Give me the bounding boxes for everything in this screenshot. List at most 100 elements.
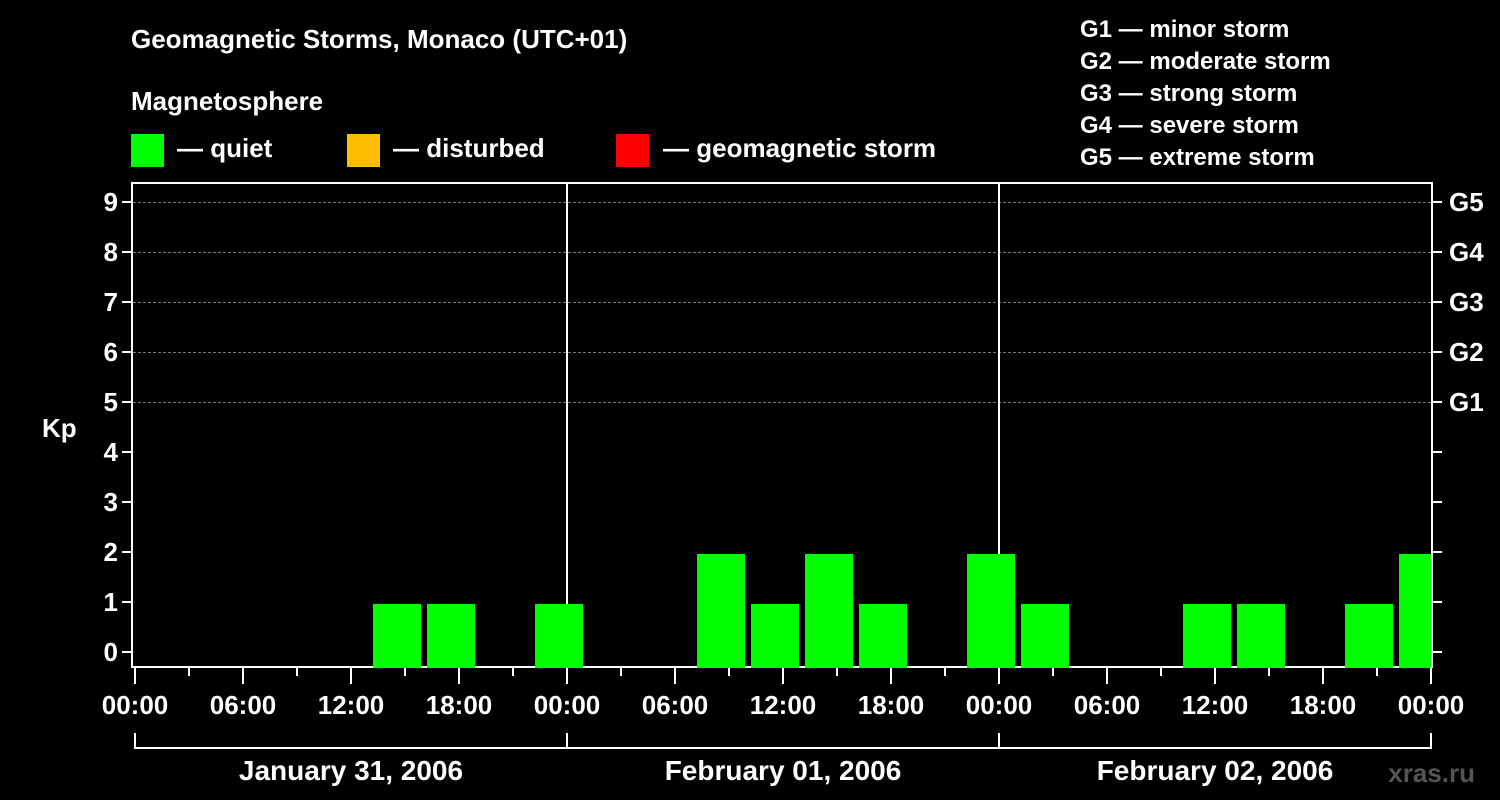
grid-line xyxy=(133,202,1431,203)
chart-subtitle: Magnetosphere xyxy=(131,86,324,116)
y-tick xyxy=(122,601,131,603)
x-tick-label: 12:00 xyxy=(317,690,385,720)
chart-title: Geomagnetic Storms, Monaco (UTC+01) xyxy=(131,24,628,54)
watermark: xras.ru xyxy=(1388,758,1475,788)
kp-bar xyxy=(805,554,853,668)
y-tick xyxy=(122,401,131,403)
grid-line xyxy=(133,352,1431,353)
y-tick xyxy=(122,501,131,503)
x-tick xyxy=(512,668,514,676)
y-tick-right xyxy=(1433,301,1442,303)
x-tick xyxy=(1160,668,1162,676)
x-tick-label: 12:00 xyxy=(749,690,817,720)
date-bracket xyxy=(134,747,1432,749)
x-tick xyxy=(1106,668,1108,684)
legend-swatch-storm xyxy=(616,134,649,167)
x-tick xyxy=(296,668,298,676)
day-label: February 01, 2006 xyxy=(664,755,902,786)
g-tick-label: G1 xyxy=(1449,387,1484,417)
g-scale-item: G4 — severe storm xyxy=(1080,112,1299,139)
grid-line xyxy=(133,302,1431,303)
g-scale-item: G1 — minor storm xyxy=(1080,16,1290,43)
day-label: February 02, 2006 xyxy=(1096,755,1334,786)
x-tick xyxy=(188,668,190,676)
kp-bar xyxy=(1021,604,1069,668)
y-axis-label: Kp xyxy=(42,413,77,443)
kp-bar xyxy=(1399,554,1431,668)
y-tick-right xyxy=(1433,201,1442,203)
grid-line xyxy=(133,402,1431,403)
x-tick xyxy=(836,668,838,676)
x-tick xyxy=(458,668,460,684)
legend-label-disturbed: — disturbed xyxy=(393,133,545,163)
legend-label-storm: — geomagnetic storm xyxy=(663,133,937,163)
kp-bar xyxy=(1183,604,1231,668)
kp-bar xyxy=(751,604,799,668)
kp-bar xyxy=(967,554,1015,668)
kp-bar xyxy=(535,604,583,668)
x-tick xyxy=(728,668,730,676)
x-tick xyxy=(890,668,892,684)
x-tick xyxy=(674,668,676,684)
x-tick xyxy=(242,668,244,684)
date-bracket-tick xyxy=(1430,733,1432,748)
x-tick-label: 00:00 xyxy=(101,690,169,720)
y-tick xyxy=(122,201,131,203)
grid-line xyxy=(133,252,1431,253)
g-scale-item: G2 — moderate storm xyxy=(1080,48,1331,75)
y-tick xyxy=(122,551,131,553)
y-tick xyxy=(122,651,131,653)
x-tick-label: 12:00 xyxy=(1181,690,1249,720)
y-tick-right xyxy=(1433,651,1442,653)
kp-bar xyxy=(373,604,421,668)
g-tick-label: G3 xyxy=(1449,287,1484,317)
x-tick-label: 00:00 xyxy=(1397,690,1465,720)
x-tick xyxy=(1430,668,1432,684)
x-tick xyxy=(782,668,784,684)
x-tick-label: 00:00 xyxy=(533,690,601,720)
y-tick-label: 4 xyxy=(103,437,118,467)
day-label: January 31, 2006 xyxy=(238,755,464,786)
g-scale-legend: G1 — minor storm G2 — moderate storm G3 … xyxy=(1080,14,1331,174)
y-tick xyxy=(122,351,131,353)
y-tick-label: 8 xyxy=(103,237,118,267)
x-tick-label: 18:00 xyxy=(1289,690,1357,720)
day-separator xyxy=(998,182,1000,668)
g-tick-label: G4 xyxy=(1449,237,1484,267)
x-tick-label: 06:00 xyxy=(209,690,277,720)
x-tick xyxy=(134,668,136,684)
date-bracket-tick xyxy=(566,733,568,748)
y-tick-label: 2 xyxy=(103,537,118,567)
x-tick xyxy=(998,668,1000,684)
y-tick-right xyxy=(1433,451,1442,453)
x-tick xyxy=(1322,668,1324,684)
y-tick-label: 7 xyxy=(103,287,118,317)
y-tick-label: 1 xyxy=(103,587,118,617)
x-tick xyxy=(944,668,946,676)
date-bracket-tick xyxy=(998,733,1000,748)
date-bracket-tick xyxy=(134,733,136,748)
y-tick-label: 3 xyxy=(103,487,118,517)
kp-bar xyxy=(859,604,907,668)
x-tick xyxy=(1376,668,1378,676)
g-scale-item: G5 — extreme storm xyxy=(1080,144,1315,171)
legend-swatch-disturbed xyxy=(347,134,380,167)
x-tick-label: 18:00 xyxy=(425,690,493,720)
y-tick-label: 0 xyxy=(103,637,118,667)
x-tick xyxy=(350,668,352,684)
g-tick-label: G5 xyxy=(1449,187,1484,217)
plot-area xyxy=(131,182,1433,668)
x-tick-label: 06:00 xyxy=(1073,690,1141,720)
x-tick-label: 00:00 xyxy=(965,690,1033,720)
x-tick xyxy=(404,668,406,676)
y-tick-right xyxy=(1433,351,1442,353)
legend-swatch-quiet xyxy=(131,134,164,167)
x-tick xyxy=(620,668,622,676)
x-tick-label: 06:00 xyxy=(641,690,709,720)
y-tick-right xyxy=(1433,551,1442,553)
y-tick-right xyxy=(1433,401,1442,403)
y-tick xyxy=(122,451,131,453)
x-tick xyxy=(1214,668,1216,684)
y-tick-label: 6 xyxy=(103,337,118,367)
x-tick xyxy=(566,668,568,684)
